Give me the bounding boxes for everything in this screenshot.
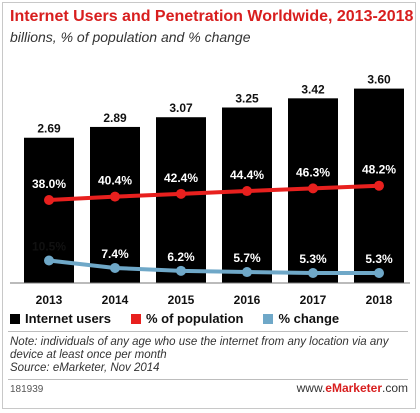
bar-label-2013: 2.69: [37, 122, 61, 136]
label-change-2016: 5.7%: [233, 251, 261, 265]
label-change-2014: 7.4%: [101, 247, 129, 261]
chart-title: Internet Users and Penetration Worldwide…: [10, 8, 414, 25]
x-tick-2013: 2013: [36, 293, 63, 307]
label-population-2017: 46.3%: [296, 165, 330, 179]
legend: Internet users % of population % change: [10, 311, 359, 326]
legend-item-internet-users: Internet users: [10, 311, 111, 326]
brand-prefix: www.: [296, 381, 326, 395]
legend-item-population: % of population: [130, 311, 244, 326]
x-tick-2016: 2016: [234, 293, 261, 307]
bar-label-2016: 3.25: [235, 92, 259, 106]
chart-subtitle: billions, % of population and % change: [10, 29, 251, 45]
point-population-2018: [374, 180, 384, 191]
brand-suffix: .com: [381, 381, 408, 395]
point-change-2014: [110, 262, 120, 273]
chart-notes: Note: individuals of any age who use the…: [10, 336, 410, 375]
x-tick-2015: 2015: [168, 293, 195, 307]
bar-label-2015: 3.07: [169, 101, 193, 115]
brand-name: eMarketer: [325, 381, 382, 395]
legend-label-change: % change: [278, 311, 340, 326]
label-change-2017: 5.3%: [299, 252, 327, 266]
point-population-2013: [44, 195, 54, 205]
legend-item-change: % change: [263, 311, 339, 326]
source-text: Source: eMarketer, Nov 2014: [10, 362, 160, 374]
bar-label-2014: 2.89: [103, 111, 127, 125]
label-change-2018: 5.3%: [365, 252, 393, 266]
bar-label-2018: 3.60: [367, 73, 391, 87]
chart-id: 181939: [10, 384, 44, 395]
legend-label-population: % of population: [145, 311, 244, 326]
label-population-2015: 42.4%: [164, 171, 198, 185]
line-population: [48, 183, 380, 202]
bar-label-2017: 3.42: [301, 82, 325, 96]
divider-top: [8, 331, 408, 332]
legend-swatch-internet-users: [10, 313, 20, 324]
x-tick-2017: 2017: [300, 293, 327, 307]
legend-label-internet-users: Internet users: [25, 311, 111, 326]
point-population-2017: [308, 183, 318, 194]
bar-internet-users-2014: [90, 126, 140, 283]
bar-internet-users-2015: [156, 117, 206, 283]
label-change-2013: 10.5%: [32, 240, 66, 254]
divider-bottom: [8, 379, 408, 380]
label-population-2013: 38.0%: [32, 177, 66, 191]
legend-swatch-change: [263, 313, 274, 324]
point-change-2016: [242, 267, 252, 278]
x-tick-2014: 2014: [102, 293, 129, 307]
label-population-2018: 48.2%: [362, 163, 396, 177]
note-text: Note: individuals of any age who use the…: [10, 336, 389, 361]
brand-logo: www.eMarketer.com: [297, 381, 408, 395]
point-change-2018: [374, 268, 384, 278]
label-change-2015: 6.2%: [167, 250, 195, 264]
label-population-2014: 40.4%: [98, 174, 132, 188]
x-tick-2018: 2018: [366, 293, 393, 307]
label-population-2016: 44.4%: [230, 168, 264, 182]
legend-swatch-population: [130, 313, 141, 324]
point-population-2014: [110, 191, 120, 202]
point-change-2013: [44, 255, 54, 266]
point-change-2017: [308, 268, 318, 278]
line-change: [48, 258, 379, 275]
point-change-2015: [176, 265, 186, 276]
point-population-2015: [176, 188, 186, 199]
point-population-2016: [242, 186, 252, 197]
